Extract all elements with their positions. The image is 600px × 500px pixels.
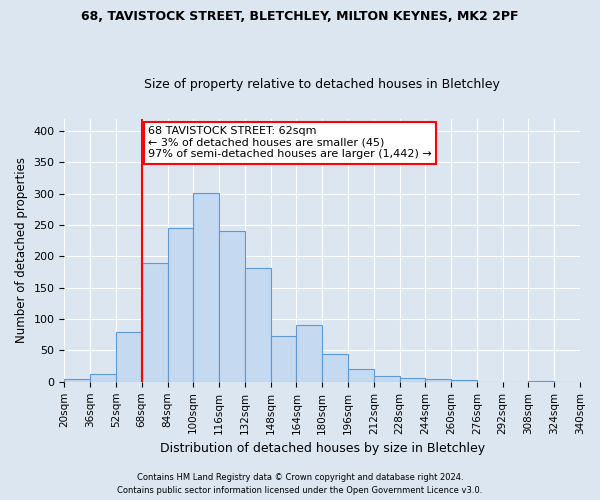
Bar	[400, 378, 425, 382]
Bar	[142, 262, 167, 382]
Bar	[374, 376, 400, 382]
Bar	[167, 228, 193, 382]
Bar	[64, 380, 90, 382]
Bar	[296, 326, 322, 382]
Bar	[193, 192, 219, 382]
Bar	[451, 380, 477, 382]
Bar	[271, 336, 296, 382]
Bar	[219, 231, 245, 382]
Bar	[322, 354, 348, 382]
Text: 68, TAVISTOCK STREET, BLETCHLEY, MILTON KEYNES, MK2 2PF: 68, TAVISTOCK STREET, BLETCHLEY, MILTON …	[81, 10, 519, 23]
Title: Size of property relative to detached houses in Bletchley: Size of property relative to detached ho…	[144, 78, 500, 91]
Bar	[348, 368, 374, 382]
Bar	[116, 332, 142, 382]
Bar	[425, 378, 451, 382]
X-axis label: Distribution of detached houses by size in Bletchley: Distribution of detached houses by size …	[160, 442, 485, 455]
Y-axis label: Number of detached properties: Number of detached properties	[15, 157, 28, 343]
Text: 68 TAVISTOCK STREET: 62sqm
← 3% of detached houses are smaller (45)
97% of semi-: 68 TAVISTOCK STREET: 62sqm ← 3% of detac…	[148, 126, 432, 160]
Bar	[90, 374, 116, 382]
Bar	[245, 268, 271, 382]
Text: Contains HM Land Registry data © Crown copyright and database right 2024.
Contai: Contains HM Land Registry data © Crown c…	[118, 474, 482, 495]
Bar	[529, 380, 554, 382]
